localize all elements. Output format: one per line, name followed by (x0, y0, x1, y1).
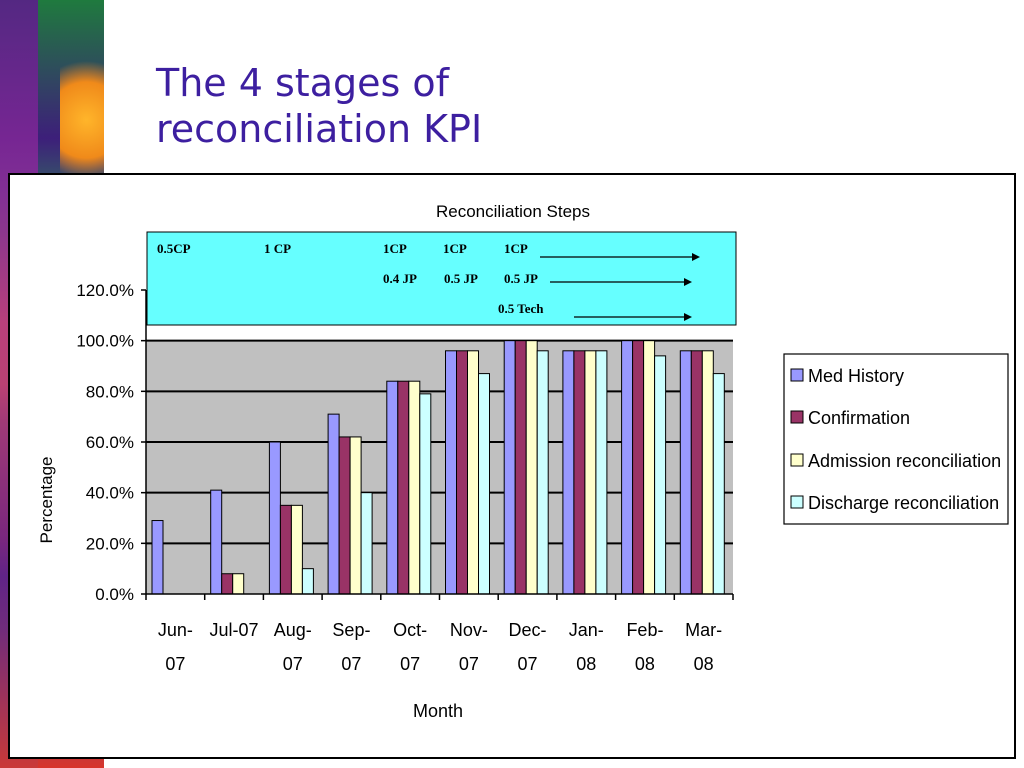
bar-confirmation (690, 350, 703, 595)
bar-med-history (210, 489, 223, 595)
annotation-label: 0.5 Tech (498, 301, 544, 316)
x-tick-label: Jul-07 (210, 620, 259, 640)
bar-med-history (386, 380, 399, 595)
annotation-label: 1CP (443, 241, 467, 256)
annotation-label: 0.5 JP (504, 271, 538, 286)
bar-med-history (621, 340, 634, 595)
x-tick-label: 07 (518, 654, 538, 674)
x-tick-label: Sep- (332, 620, 370, 640)
annotation-label: 0.5CP (157, 241, 191, 256)
legend-swatch (790, 410, 804, 424)
annotation-label: 0.4 JP (383, 271, 417, 286)
bar-admission-reconciliation (408, 380, 421, 595)
x-tick-label: Jun- (158, 620, 193, 640)
bar-confirmation (573, 350, 586, 595)
x-tick-label: 08 (694, 654, 714, 674)
slide-title: The 4 stages of reconciliation KPI (156, 60, 756, 152)
bar-admission-reconciliation (525, 340, 538, 595)
slide-title-line2: reconciliation KPI (156, 107, 483, 151)
x-tick-label: Jan- (569, 620, 604, 640)
chart-title: Reconciliation Steps (436, 202, 590, 221)
x-tick-label: Nov- (450, 620, 488, 640)
bar-confirmation (456, 350, 468, 595)
annotation-arrowhead (684, 278, 692, 286)
chart-svg: Reconciliation Steps 0.0% 20.0% 40.0% 60.0%… (37, 202, 1009, 721)
bar-med-history (268, 441, 281, 595)
bar-discharge-reconciliation (595, 350, 608, 595)
annotation-arrowhead (692, 253, 700, 261)
x-tick-label: Feb- (626, 620, 663, 640)
x-tick-label: 07 (165, 654, 185, 674)
bar-discharge-reconciliation (712, 373, 725, 595)
chart-frame: Reconciliation Steps 0.0% 20.0% 40.0% 60.0%… (8, 173, 1016, 759)
bar-discharge-reconciliation (478, 373, 490, 595)
y-tick-label: 20.0% (86, 534, 134, 553)
bar-admission-reconciliation (643, 340, 656, 595)
bar-discharge-reconciliation (301, 568, 314, 595)
legend-swatch (790, 453, 804, 467)
annotation-arrowhead (684, 313, 692, 321)
bar-confirmation (279, 504, 292, 595)
x-tick-label: 08 (635, 654, 655, 674)
legend-label: Discharge reconciliation (808, 493, 999, 513)
x-tick-label: 07 (283, 654, 303, 674)
y-tick-label: 80.0% (86, 382, 134, 401)
x-tick-label: 07 (400, 654, 420, 674)
y-axis-title: Percentage (37, 457, 56, 544)
legend-swatch (790, 495, 804, 509)
x-tick-label: 08 (576, 654, 596, 674)
x-axis-title: Month (413, 701, 463, 721)
x-tick-label: 07 (341, 654, 361, 674)
bar-admission-reconciliation (467, 350, 479, 595)
bar-admission-reconciliation (232, 573, 245, 595)
legend-box (783, 353, 1009, 525)
slide-title-line1: The 4 stages of (156, 61, 449, 105)
bar-med-history (445, 350, 457, 595)
x-tick-label: Mar- (685, 620, 722, 640)
bar-med-history (503, 340, 516, 595)
bar-confirmation (632, 340, 645, 595)
bar-med-history (327, 413, 340, 595)
legend-swatch (790, 368, 804, 382)
bar-med-history (562, 350, 575, 595)
bar-discharge-reconciliation (360, 492, 373, 595)
annotation-label: 0.5 JP (444, 271, 478, 286)
bar-admission-reconciliation (584, 350, 597, 595)
staffing-annotation-box (146, 231, 737, 326)
legend-label: Admission reconciliation (808, 451, 1001, 471)
bar-med-history (151, 520, 164, 595)
annotation-label: 1CP (504, 241, 528, 256)
y-tick-label: 120.0% (76, 281, 134, 300)
bar-admission-reconciliation (290, 504, 303, 595)
x-tick-label: Oct- (393, 620, 427, 640)
legend-label: Confirmation (808, 408, 910, 428)
annotation-label: 1 CP (264, 241, 291, 256)
bar-discharge-reconciliation (536, 350, 549, 595)
bar-admission-reconciliation (701, 350, 714, 595)
bar-confirmation (338, 436, 351, 595)
y-tick-label: 100.0% (76, 332, 134, 351)
y-tick-label: 0.0% (95, 585, 134, 604)
x-tick-label: Dec- (509, 620, 547, 640)
x-tick-label: Aug- (274, 620, 312, 640)
bar-confirmation (397, 380, 410, 595)
annotation-label: 1CP (383, 241, 407, 256)
bar-discharge-reconciliation (654, 355, 667, 595)
bar-confirmation (221, 573, 234, 595)
bar-admission-reconciliation (349, 436, 362, 595)
bar-med-history (679, 350, 692, 595)
legend-label: Med History (808, 366, 904, 386)
bar-discharge-reconciliation (419, 393, 432, 595)
y-tick-label: 60.0% (86, 433, 134, 452)
x-tick-label: 07 (459, 654, 479, 674)
y-tick-label: 40.0% (86, 484, 134, 503)
bar-confirmation (514, 340, 527, 595)
